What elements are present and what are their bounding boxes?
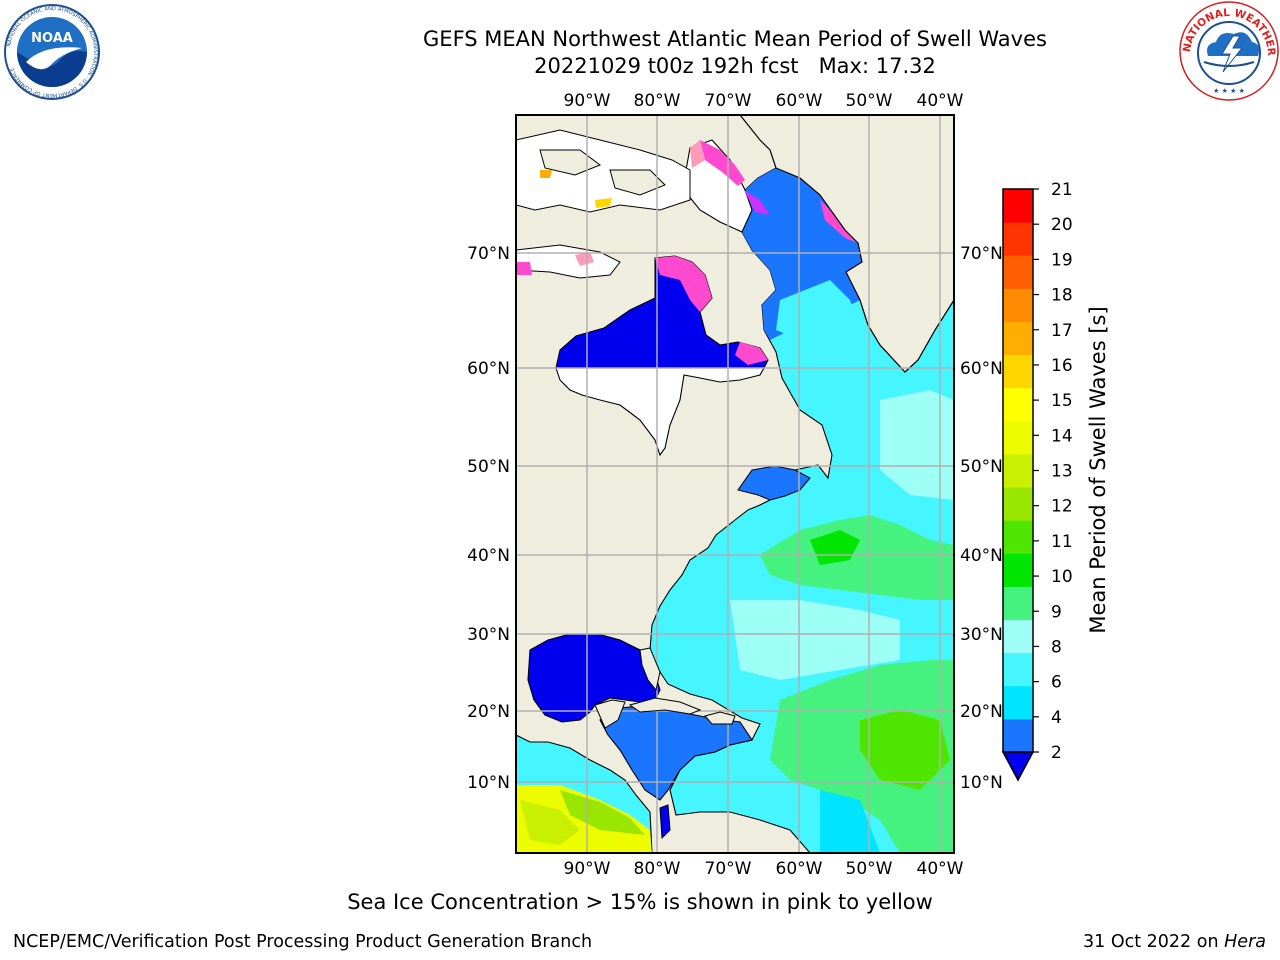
colorbar-bin [1003, 487, 1033, 521]
colorbar-bin [1003, 255, 1033, 289]
lat-tick-left: 50°N [467, 457, 510, 477]
swell-patch-south [770, 660, 954, 853]
lat-tick-left: 60°N [467, 359, 510, 379]
colorbar-tick-label: 4 [1051, 708, 1062, 728]
lon-tick-bottom: 70°W [705, 859, 752, 879]
lon-tick-top: 60°W [776, 91, 823, 111]
colorbar-tick-label: 15 [1051, 391, 1073, 411]
map-grid [516, 115, 954, 853]
sea-ice-note: Sea Ice Concentration > 15% is shown in … [347, 890, 933, 914]
svg-text:★ ★ ★ ★: ★ ★ ★ ★ [1213, 87, 1245, 95]
gulf-of-st-lawrence [737, 465, 811, 501]
colorbar-bin [1003, 619, 1033, 654]
colorbar-tick-label: 9 [1051, 602, 1062, 622]
lon-tick-top: 80°W [634, 91, 681, 111]
lon-tick-top: 50°W [846, 91, 893, 111]
colorbar-bin [1003, 652, 1033, 687]
lat-tick-left: 20°N [467, 702, 510, 722]
lat-tick-right: 10°N [960, 773, 1003, 793]
noaa-logo-icon: NOAA NATIONAL OCEANIC AND ATMOSPHERIC AD… [4, 4, 100, 100]
colorbar-bin [1003, 321, 1033, 356]
lat-tick-left: 10°N [467, 773, 510, 793]
chart-title: GEFS MEAN Northwest Atlantic Mean Period… [423, 27, 1047, 51]
colorbar-bin [1003, 685, 1033, 720]
lake-maracaibo [659, 804, 671, 840]
colorbar: 2 4 6 8 9 10 11 12 13 14 15 16 17 18 19 20 21 [1001, 180, 1073, 782]
colorbar-tick-label: 12 [1051, 497, 1073, 517]
lat-tick-right: 70°N [960, 244, 1003, 264]
colorbar-bin [1003, 288, 1033, 322]
swell-patch-north [760, 515, 954, 600]
james-bay-nodata [555, 367, 765, 457]
nws-logo-icon: NATIONAL WEATHER SERVICE ★ ★ ★ ★ [1178, 0, 1279, 101]
colorbar-tick-label: 13 [1051, 462, 1073, 482]
map-area [516, 115, 954, 853]
colorbar-tick-label: 16 [1051, 356, 1073, 376]
colorbar-bin [1003, 387, 1033, 422]
lat-tick-right: 30°N [960, 625, 1003, 645]
gulf-of-mexico [527, 633, 661, 723]
colorbar-under-extension [1001, 751, 1035, 782]
florida [639, 647, 661, 692]
colorbar-bin [1003, 354, 1033, 389]
footer-date-text: 31 Oct 2022 on [1083, 932, 1219, 952]
lat-tick-right: 60°N [960, 359, 1003, 379]
lon-tick-bottom: 60°W [776, 859, 823, 879]
lon-tick-top: 70°W [705, 91, 752, 111]
lat-tick-right: 50°N [960, 457, 1003, 477]
lon-tick-bottom: 50°W [846, 859, 893, 879]
colorbar-tick-label: 2 [1051, 743, 1062, 763]
lat-tick-left: 30°N [467, 625, 510, 645]
footer-host: Hera [1224, 932, 1266, 952]
yucatan [594, 699, 626, 729]
colorbar-tick-label: 6 [1051, 673, 1062, 693]
cuba [628, 697, 702, 715]
colorbar-tick-label: 21 [1051, 180, 1073, 200]
map-frame [515, 114, 955, 854]
colorbar-bin [1003, 453, 1033, 488]
colorbar-bin [1003, 189, 1033, 223]
lon-tick-bottom: 90°W [564, 859, 611, 879]
colorbar-tick-label: 11 [1051, 532, 1073, 552]
hispaniola [704, 711, 736, 725]
colorbar-bin [1003, 586, 1033, 621]
colorbar-bin [1003, 420, 1033, 455]
lon-tick-top: 90°W [564, 91, 611, 111]
lat-ticks-right: 70°N 60°N 50°N 40°N 30°N 20°N 10°N [960, 244, 1003, 793]
lat-tick-left: 40°N [467, 546, 510, 566]
colorbar-bin [1003, 520, 1033, 554]
footer-credit: NCEP/EMC/Verification Post Processing Pr… [13, 932, 593, 952]
lat-tick-right: 20°N [960, 702, 1003, 722]
colorbar-tick-label: 18 [1051, 286, 1073, 306]
lon-tick-bottom: 40°W [917, 859, 964, 879]
colorbar-tick-label: 19 [1051, 250, 1073, 270]
lat-tick-right: 40°N [960, 546, 1003, 566]
greenland [739, 115, 954, 373]
lon-tick-bottom: 80°W [634, 859, 681, 879]
colorbar-tick-label: 8 [1051, 637, 1062, 657]
colorbar-tick-label: 17 [1051, 321, 1073, 341]
lat-tick-left: 70°N [467, 244, 510, 264]
lat-ticks-left: 70°N 60°N 50°N 40°N 30°N 20°N 10°N [467, 244, 510, 793]
colorbar-label: Mean Period of Swell Waves [s] [1086, 306, 1110, 634]
lon-tick-top: 40°W [917, 91, 964, 111]
colorbar-tick-label: 10 [1051, 567, 1073, 587]
colorbar-bin [1003, 222, 1033, 256]
lon-ticks-bottom: 90°W 80°W 70°W 60°W 50°W 40°W [564, 859, 964, 879]
colorbar-tick-label: 14 [1051, 426, 1073, 446]
colorbar-tick-label: 20 [1051, 215, 1073, 235]
footer-date: 31 Oct 2022 on Hera [1083, 932, 1266, 952]
sea-ice-baffin [700, 140, 745, 186]
noaa-logo-text: NOAA [31, 31, 73, 46]
lon-ticks-top: 90°W 80°W 70°W 60°W 50°W 40°W [564, 91, 964, 111]
colorbar-bin [1003, 718, 1033, 753]
chart-subtitle: 20221029 t00z 192h fcst Max: 17.32 [534, 54, 936, 78]
colorbar-bin [1003, 553, 1033, 587]
